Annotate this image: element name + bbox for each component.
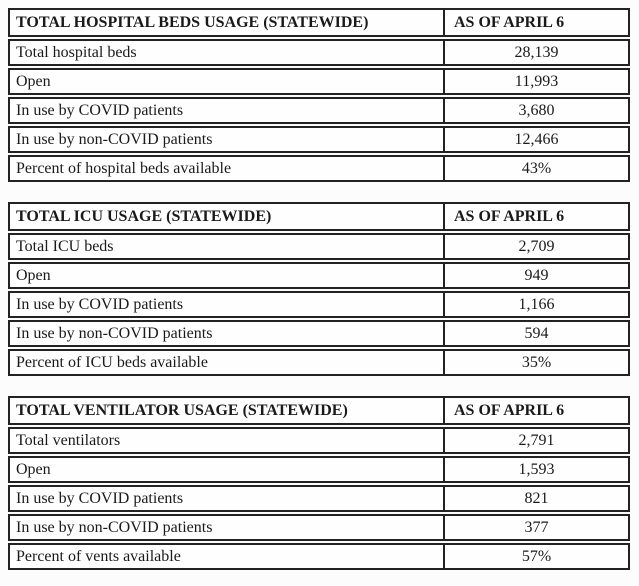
table-header-row: TOTAL ICU USAGE (STATEWIDE) AS OF APRIL …	[8, 202, 630, 231]
stat-table-ventilators: TOTAL VENTILATOR USAGE (STATEWIDE) AS OF…	[8, 396, 630, 570]
row-value: 594	[524, 324, 549, 342]
table-row: Total hospital beds 28,139	[8, 39, 630, 66]
row-label: Percent of ICU beds available	[10, 351, 445, 374]
row-label: Percent of hospital beds available	[10, 157, 445, 180]
row-value: 11,993	[514, 72, 559, 90]
stat-table-hospital-beds: TOTAL HOSPITAL BEDS USAGE (STATEWIDE) AS…	[8, 8, 630, 182]
row-label: In use by non-COVID patients	[10, 128, 445, 151]
row-label: In use by COVID patients	[10, 99, 445, 122]
as-of-header: AS OF APRIL 6	[454, 401, 565, 419]
row-value: 2,791	[518, 431, 555, 449]
row-label: Open	[10, 70, 445, 93]
table-row: Open 1,593	[8, 456, 630, 483]
row-value: 28,139	[514, 43, 559, 61]
table-row: In use by COVID patients 821	[8, 485, 630, 512]
stat-table-icu: TOTAL ICU USAGE (STATEWIDE) AS OF APRIL …	[8, 202, 630, 376]
table-row: Open 949	[8, 262, 630, 289]
row-label: Total hospital beds	[10, 41, 445, 64]
table-title: TOTAL ICU USAGE (STATEWIDE)	[10, 204, 445, 229]
table-row: In use by COVID patients 3,680	[8, 97, 630, 124]
table-row: In use by COVID patients 1,166	[8, 291, 630, 318]
row-label: In use by non-COVID patients	[10, 322, 445, 345]
table-title: TOTAL VENTILATOR USAGE (STATEWIDE)	[10, 398, 445, 423]
table-row: Total ventilators 2,791	[8, 427, 630, 454]
row-label: Total ICU beds	[10, 235, 445, 258]
row-label: In use by non-COVID patients	[10, 516, 445, 539]
row-value: 949	[524, 266, 549, 284]
row-label: Open	[10, 458, 445, 481]
row-value: 12,466	[514, 130, 559, 148]
table-row: Open 11,993	[8, 68, 630, 95]
row-value: 821	[524, 489, 549, 507]
as-of-header: AS OF APRIL 6	[454, 13, 565, 31]
row-value: 57%	[521, 547, 552, 565]
row-value: 3,680	[518, 101, 555, 119]
row-label: Percent of vents available	[10, 545, 445, 568]
row-label: Total ventilators	[10, 429, 445, 452]
table-row: Total ICU beds 2,709	[8, 233, 630, 260]
table-row: Percent of hospital beds available 43%	[8, 155, 630, 182]
row-label: Open	[10, 264, 445, 287]
row-value: 1,593	[518, 460, 555, 478]
table-row: Percent of vents available 57%	[8, 543, 630, 570]
row-value: 2,709	[518, 237, 555, 255]
table-header-row: TOTAL HOSPITAL BEDS USAGE (STATEWIDE) AS…	[8, 8, 630, 37]
table-row: In use by non-COVID patients 12,466	[8, 126, 630, 153]
as-of-header: AS OF APRIL 6	[454, 207, 565, 225]
row-value: 377	[524, 518, 549, 536]
row-label: In use by COVID patients	[10, 293, 445, 316]
row-value: 35%	[521, 353, 552, 371]
table-row: In use by non-COVID patients 594	[8, 320, 630, 347]
table-row: In use by non-COVID patients 377	[8, 514, 630, 541]
table-header-row: TOTAL VENTILATOR USAGE (STATEWIDE) AS OF…	[8, 396, 630, 425]
table-title: TOTAL HOSPITAL BEDS USAGE (STATEWIDE)	[10, 10, 445, 35]
row-label: In use by COVID patients	[10, 487, 445, 510]
row-value: 43%	[521, 159, 552, 177]
document-page: TOTAL HOSPITAL BEDS USAGE (STATEWIDE) AS…	[8, 8, 630, 570]
table-row: Percent of ICU beds available 35%	[8, 349, 630, 376]
row-value: 1,166	[518, 295, 555, 313]
